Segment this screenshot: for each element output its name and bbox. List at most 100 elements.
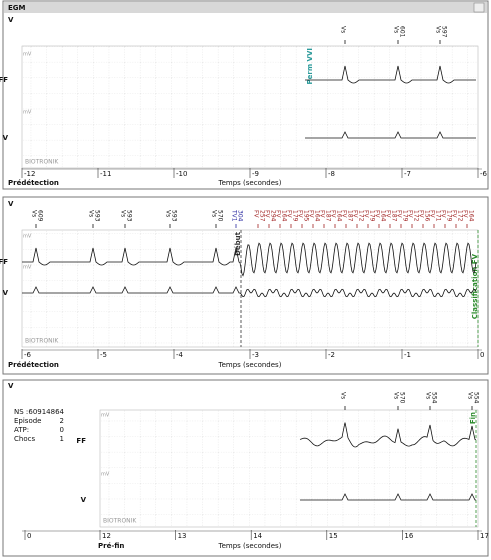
marker-label: FV bbox=[429, 210, 436, 218]
marker-interval: 593 bbox=[171, 210, 178, 222]
marker-label: Vs bbox=[120, 210, 127, 217]
marker-label: Vs bbox=[393, 26, 400, 33]
marker-interval: 164 bbox=[314, 210, 321, 222]
marker-interval: 164 bbox=[468, 210, 475, 222]
grid bbox=[99, 409, 479, 528]
unit-label: mV bbox=[23, 110, 32, 116]
channel-label: FF bbox=[76, 437, 86, 445]
marker-label: FV bbox=[319, 210, 326, 218]
marker-label: Vs bbox=[31, 210, 38, 217]
unit-label: mV bbox=[101, 472, 110, 478]
marker-interval: 593 bbox=[94, 210, 101, 222]
info-value: 2 bbox=[60, 417, 64, 425]
x-label: -6 bbox=[480, 170, 488, 178]
panel-frame bbox=[2, 379, 489, 557]
marker-interval: 570 bbox=[217, 210, 224, 222]
v-trace bbox=[300, 493, 476, 501]
x-label: 14 bbox=[253, 532, 262, 540]
marker-label: FV bbox=[440, 210, 447, 218]
marker-label: TV1 bbox=[231, 209, 238, 222]
corner-label: V bbox=[8, 16, 14, 24]
marker-interval: 164 bbox=[281, 210, 288, 222]
x-label: 17 bbox=[480, 532, 489, 540]
marker-interval: 570 bbox=[399, 392, 406, 404]
marker-interval: 257 bbox=[259, 210, 266, 222]
header-bar bbox=[4, 2, 487, 13]
marker-interval: 179 bbox=[292, 210, 299, 222]
annotation: Début bbox=[234, 231, 242, 256]
marker-label: Vs bbox=[467, 392, 474, 399]
axis-title: Temps (secondes) bbox=[218, 361, 282, 369]
unit-label: mV bbox=[23, 265, 32, 271]
info-key: ATP: bbox=[14, 426, 29, 434]
info-key: NS : bbox=[14, 408, 28, 416]
marker-label: Vs bbox=[340, 392, 347, 399]
x-label: 0 bbox=[480, 351, 484, 359]
phase-label: Prédétection bbox=[8, 361, 59, 369]
marker-label: FV bbox=[308, 210, 315, 218]
phase-label: Prédétection bbox=[8, 179, 59, 187]
channel-label: V bbox=[81, 496, 87, 504]
marker-interval: 187 bbox=[325, 210, 332, 222]
grid bbox=[21, 45, 479, 169]
info-value: 1 bbox=[60, 435, 64, 443]
x-label: -5 bbox=[100, 351, 107, 359]
channel-label: V bbox=[3, 289, 9, 297]
panel-frame bbox=[2, 0, 489, 190]
marker-label: FV bbox=[462, 210, 469, 218]
axis-title: Temps (secondes) bbox=[218, 542, 282, 550]
corner-label: V bbox=[8, 200, 14, 208]
panel-frame bbox=[2, 196, 489, 375]
info-value: 60914864 bbox=[28, 408, 64, 416]
marker-label: FV bbox=[352, 210, 359, 218]
brand: BIOTRONIK bbox=[103, 518, 137, 525]
unit-label: mV bbox=[23, 234, 32, 240]
marker-label: Vs bbox=[88, 210, 95, 217]
brand: BIOTRONIK bbox=[25, 159, 59, 166]
marker-interval: 554 bbox=[431, 392, 438, 404]
marker-label: FV bbox=[451, 210, 458, 218]
scroll-button[interactable] bbox=[473, 2, 485, 13]
marker-interval: 171 bbox=[435, 210, 442, 222]
marker-label: FV bbox=[275, 210, 282, 218]
unit-label: mV bbox=[101, 413, 110, 419]
marker-interval: 609 bbox=[37, 210, 44, 222]
marker-label: FV bbox=[385, 210, 392, 218]
info-key: Episode bbox=[14, 417, 42, 425]
ff-trace bbox=[299, 422, 477, 448]
marker-label: Vs bbox=[435, 26, 442, 33]
corner-label: V bbox=[8, 382, 14, 390]
info-key: Chocs bbox=[14, 435, 35, 443]
marker-interval: 172 bbox=[457, 210, 464, 222]
marker-label: FV bbox=[374, 210, 381, 218]
marker-label: FV bbox=[297, 210, 304, 218]
v-trace bbox=[22, 286, 477, 298]
marker-label: FV bbox=[418, 210, 425, 218]
marker-interval: 593 bbox=[126, 210, 133, 222]
marker-label: FV bbox=[341, 210, 348, 218]
x-label: 0 bbox=[27, 532, 31, 540]
marker-label: FV bbox=[330, 210, 337, 218]
marker-interval: 172 bbox=[413, 210, 420, 222]
marker-label: FV bbox=[253, 210, 260, 218]
marker-label: Vs bbox=[425, 392, 432, 399]
header-title: EGM bbox=[8, 4, 26, 12]
marker-label: FV bbox=[264, 210, 271, 218]
x-label: -4 bbox=[176, 351, 184, 359]
x-label: 13 bbox=[178, 532, 187, 540]
x-label: -11 bbox=[100, 170, 111, 178]
marker-interval: 172 bbox=[358, 210, 365, 222]
marker-interval: 179 bbox=[369, 210, 376, 222]
channel-label: FF bbox=[0, 76, 8, 84]
ff-trace bbox=[22, 242, 477, 277]
marker-label: FV bbox=[363, 210, 370, 218]
brand: BIOTRONIK bbox=[25, 338, 59, 345]
marker-interval: 164 bbox=[380, 210, 387, 222]
marker-interval: 187 bbox=[391, 210, 398, 222]
unit-label: mV bbox=[23, 52, 32, 58]
annotation: Classification FV bbox=[471, 253, 479, 319]
x-label: -6 bbox=[24, 351, 32, 359]
marker-interval: 597 bbox=[441, 26, 448, 38]
x-label: -12 bbox=[24, 170, 35, 178]
marker-interval: 179 bbox=[402, 210, 409, 222]
